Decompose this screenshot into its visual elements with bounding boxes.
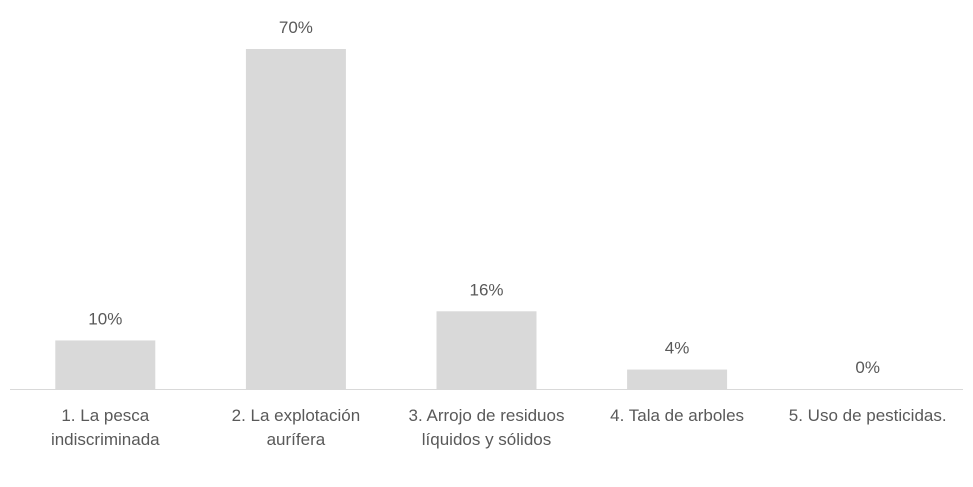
x-tick-label: 2. La explotación aurífera xyxy=(231,406,361,449)
x-tick-label: 4. Tala de arboles xyxy=(610,406,745,425)
x-tick-label: 3. Arrojo de residuos líquidos y sólidos xyxy=(408,406,565,449)
bar xyxy=(55,340,156,389)
x-tick-label: 1. La pesca indiscriminada xyxy=(50,406,160,449)
value-label: 4% xyxy=(665,339,690,358)
bar xyxy=(245,49,346,389)
bar xyxy=(436,311,537,389)
value-label: 16% xyxy=(469,280,503,299)
value-label: 70% xyxy=(279,18,313,37)
value-label: 0% xyxy=(855,358,880,377)
x-tick-label: 5. Uso de pesticidas. xyxy=(788,406,947,425)
bar xyxy=(627,369,728,389)
value-label: 10% xyxy=(88,309,122,328)
